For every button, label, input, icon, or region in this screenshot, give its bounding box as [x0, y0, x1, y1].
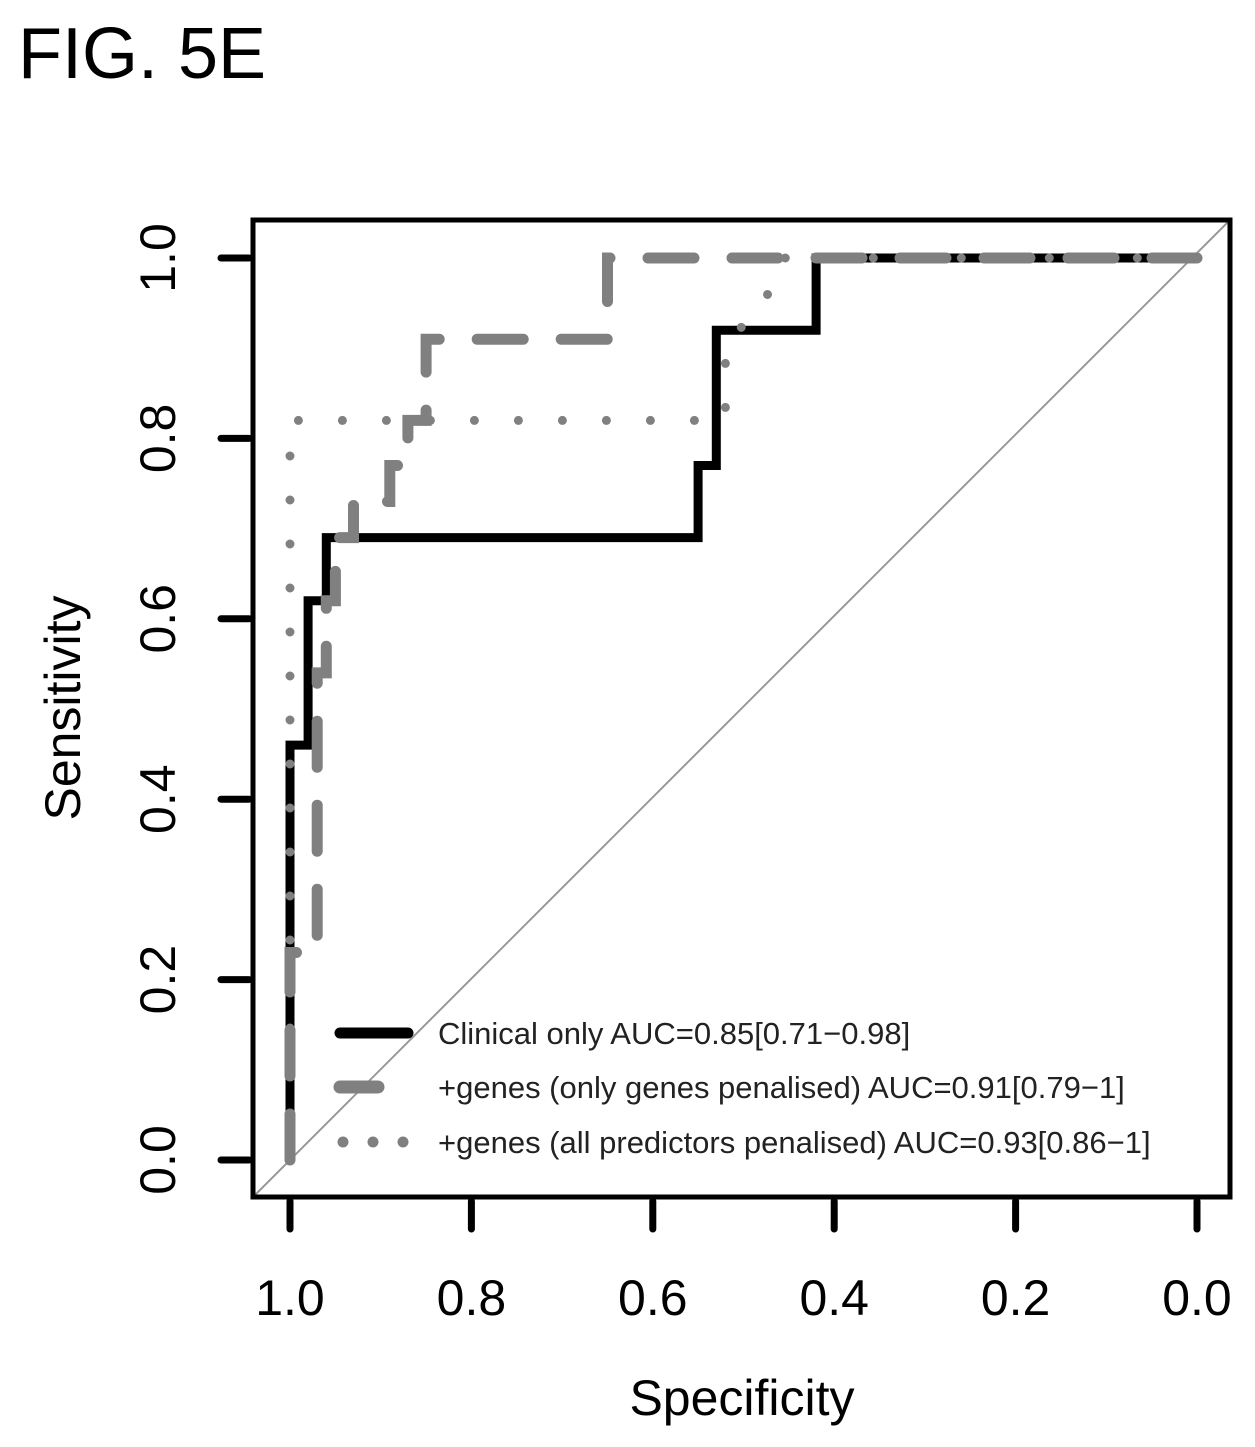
figure-label: FIG. 5E: [18, 14, 267, 94]
x-tick-label: 0.8: [437, 1270, 507, 1326]
y-tick-label: 0.4: [130, 764, 186, 834]
legend-label-2: +genes (only genes penalised) AUC=0.91[0…: [438, 1070, 1125, 1105]
y-axis-label: Sensitivity: [35, 595, 91, 820]
y-tick-label: 1.0: [130, 223, 186, 293]
y-tick-label: 0.2: [130, 945, 186, 1015]
legend: Clinical only AUC=0.85[0.71−0.98] +genes …: [333, 1016, 1151, 1160]
y-tick-label: 0.8: [130, 404, 186, 474]
series-line-1: [285, 253, 1197, 1160]
y-tick-label: 0.0: [130, 1125, 186, 1195]
plot-frame: [250, 217, 1233, 1200]
series-layer: [284, 252, 1203, 1166]
x-axis-label: Specificity: [629, 1370, 854, 1426]
x-tick-label: 0.4: [799, 1270, 869, 1326]
x-tick-label: 1.0: [255, 1270, 325, 1326]
legend-label-1: Clinical only AUC=0.85[0.71−0.98]: [438, 1016, 910, 1051]
series-line-2: [284, 252, 1203, 1166]
y-tick-label: 0.6: [130, 584, 186, 654]
x-tick-label: 0.6: [618, 1270, 688, 1326]
reference-diagonal: [254, 221, 1229, 1196]
x-axis: 1.0 0.8 0.6 0.4 0.2 0.0: [255, 1197, 1232, 1326]
x-tick-label: 0.2: [981, 1270, 1051, 1326]
legend-label-3: +genes (all predictors penalised) AUC=0.…: [438, 1125, 1151, 1160]
x-tick-label: 0.0: [1162, 1270, 1232, 1326]
y-axis: 0.0 0.2 0.4 0.6 0.8 1.0: [130, 223, 253, 1195]
